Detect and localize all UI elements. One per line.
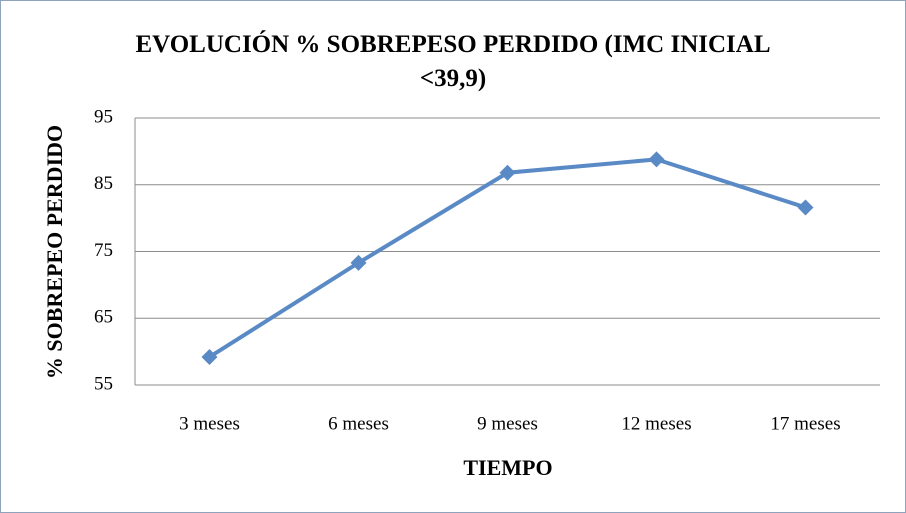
x-tick-label: 9 meses xyxy=(477,413,538,434)
y-tick-label: 85 xyxy=(94,173,113,194)
y-tick-label: 75 xyxy=(94,240,113,261)
y-tick-label: 95 xyxy=(94,106,113,127)
data-point xyxy=(350,254,367,271)
y-tick-label: 65 xyxy=(94,307,113,328)
data-point xyxy=(201,348,218,365)
chart-title: EVOLUCIÓN % SOBREPESO PERDIDO (IMC INICI… xyxy=(135,31,771,92)
x-tick-label: 3 meses xyxy=(179,413,240,434)
data-point xyxy=(499,164,516,181)
x-tick-label: 12 meses xyxy=(621,413,691,434)
data-point xyxy=(797,199,814,216)
data-point xyxy=(648,151,665,168)
x-tick-label: 17 meses xyxy=(770,413,840,434)
data-line xyxy=(208,157,807,359)
y-axis-label: % SOBREPEO PERDIDO xyxy=(42,125,67,379)
x-tick-label: 6 meses xyxy=(328,413,389,434)
x-axis-label: TIEMPO xyxy=(463,455,552,480)
y-tick-label: 55 xyxy=(94,373,113,394)
